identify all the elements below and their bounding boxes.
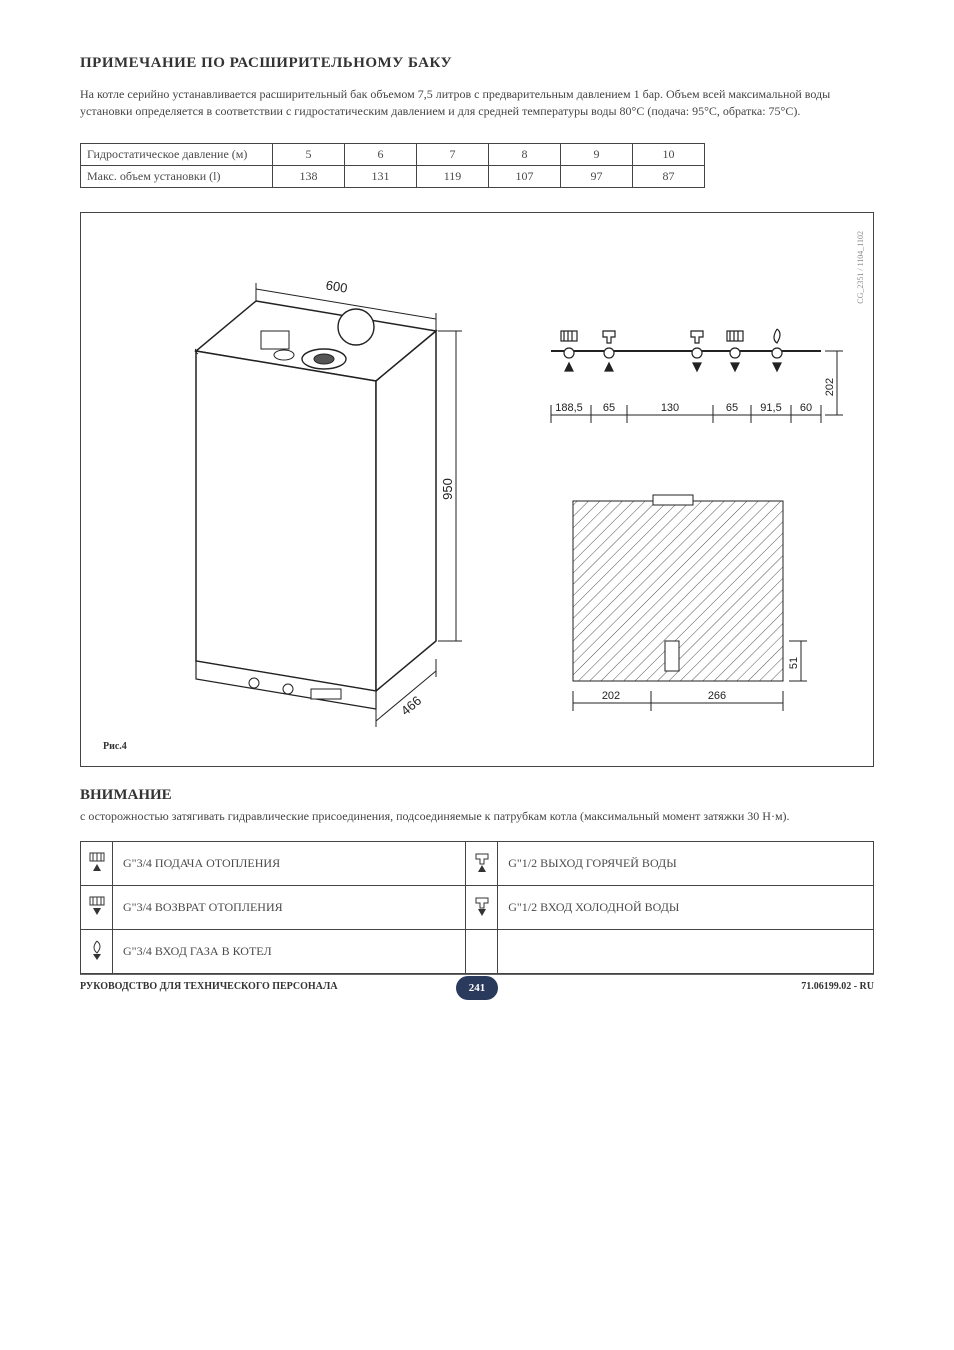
table-cell: 107 <box>489 165 561 187</box>
warning-title: ВНИМАНИЕ <box>80 787 874 804</box>
rear-top-diagram: 188,5 65 130 65 91,5 60 202 <box>541 323 851 463</box>
rear-dim: 188,5 <box>555 402 583 414</box>
gas-in-icon <box>81 930 113 974</box>
row-label: Макс. объем установки (l) <box>81 165 273 187</box>
mount-dim: 202 <box>602 690 620 702</box>
conn-label: G"3/4 ВХОД ГАЗА В КОТЕЛ <box>113 930 466 974</box>
table-cell: 97 <box>561 165 633 187</box>
section-title: ПРИМЕЧАНИЕ ПО РАСШИРИТЕЛЬНОМУ БАКУ <box>80 55 874 72</box>
table-cell: 9 <box>561 143 633 165</box>
table-cell: 87 <box>633 165 705 187</box>
dim-height: 950 <box>440 478 455 500</box>
table-cell: 10 <box>633 143 705 165</box>
conn-label: G"3/4 ПОДАЧА ОТОПЛЕНИЯ <box>113 842 466 886</box>
page-number-badge: 241 <box>456 976 498 1000</box>
figure-caption: Рис.4 <box>103 741 127 752</box>
dhw-out-icon <box>466 842 498 886</box>
conn-label: G"3/4 ВОЗВРАТ ОТОПЛЕНИЯ <box>113 886 466 930</box>
dhw-in-icon <box>466 886 498 930</box>
boiler-isometric-diagram: 600 466 950 <box>136 231 536 751</box>
footer-left: РУКОВОДСТВО ДЛЯ ТЕХНИЧЕСКОГО ПЕРСОНАЛА <box>80 981 338 992</box>
dim-width: 600 <box>325 277 349 295</box>
table-cell: 131 <box>345 165 417 187</box>
table-row: G"3/4 ПОДАЧА ОТОПЛЕНИЯ G"1/2 ВЫХОД ГОРЯЧ… <box>81 842 874 886</box>
rear-bottom-diagram: 202 266 51 <box>553 491 833 731</box>
figure-side-code: CG_2351 / 1104_1102 <box>856 231 865 304</box>
rear-dim: 65 <box>726 402 738 414</box>
footer-right: 71.06199.02 - RU <box>801 981 874 992</box>
conn-label: G"1/2 ВХОД ХОЛОДНОЙ ВОДЫ <box>498 886 874 930</box>
table-row: G"3/4 ВХОД ГАЗА В КОТЕЛ <box>81 930 874 974</box>
table-cell: 5 <box>273 143 345 165</box>
table-cell: 7 <box>417 143 489 165</box>
figure-4: CG_2351 / 1104_1102 600 466 <box>80 212 874 767</box>
heat-out-icon <box>81 842 113 886</box>
connections-table: G"3/4 ПОДАЧА ОТОПЛЕНИЯ G"1/2 ВЫХОД ГОРЯЧ… <box>80 841 874 974</box>
rear-dim: 65 <box>603 402 615 414</box>
mount-dim: 266 <box>708 690 726 702</box>
heat-in-icon <box>81 886 113 930</box>
pressure-table: Гидростатическое давление (м) 5 6 7 8 9 … <box>80 143 705 188</box>
table-cell: 138 <box>273 165 345 187</box>
empty-cell <box>466 930 498 974</box>
table-cell: 6 <box>345 143 417 165</box>
conn-label: G"1/2 ВЫХОД ГОРЯЧЕЙ ВОДЫ <box>498 842 874 886</box>
table-row: G"3/4 ВОЗВРАТ ОТОПЛЕНИЯ G"1/2 ВХОД ХОЛОД… <box>81 886 874 930</box>
empty-cell <box>498 930 874 974</box>
rear-dim-overall: 202 <box>824 378 836 396</box>
mount-dim-h: 51 <box>788 657 800 669</box>
table-cell: 119 <box>417 165 489 187</box>
table-cell: 8 <box>489 143 561 165</box>
row-label: Гидростатическое давление (м) <box>81 143 273 165</box>
rear-dim: 130 <box>661 402 679 414</box>
table-row: Гидростатическое давление (м) 5 6 7 8 9 … <box>81 143 705 165</box>
warning-text: с осторожностью затягивать гидравлически… <box>80 808 874 825</box>
intro-paragraph: На котле серийно устанавливается расшири… <box>80 86 874 121</box>
table-row: Макс. объем установки (l) 138 131 119 10… <box>81 165 705 187</box>
rear-dim: 91,5 <box>760 402 781 414</box>
dim-depth: 466 <box>398 693 424 718</box>
rear-dim: 60 <box>800 402 812 414</box>
